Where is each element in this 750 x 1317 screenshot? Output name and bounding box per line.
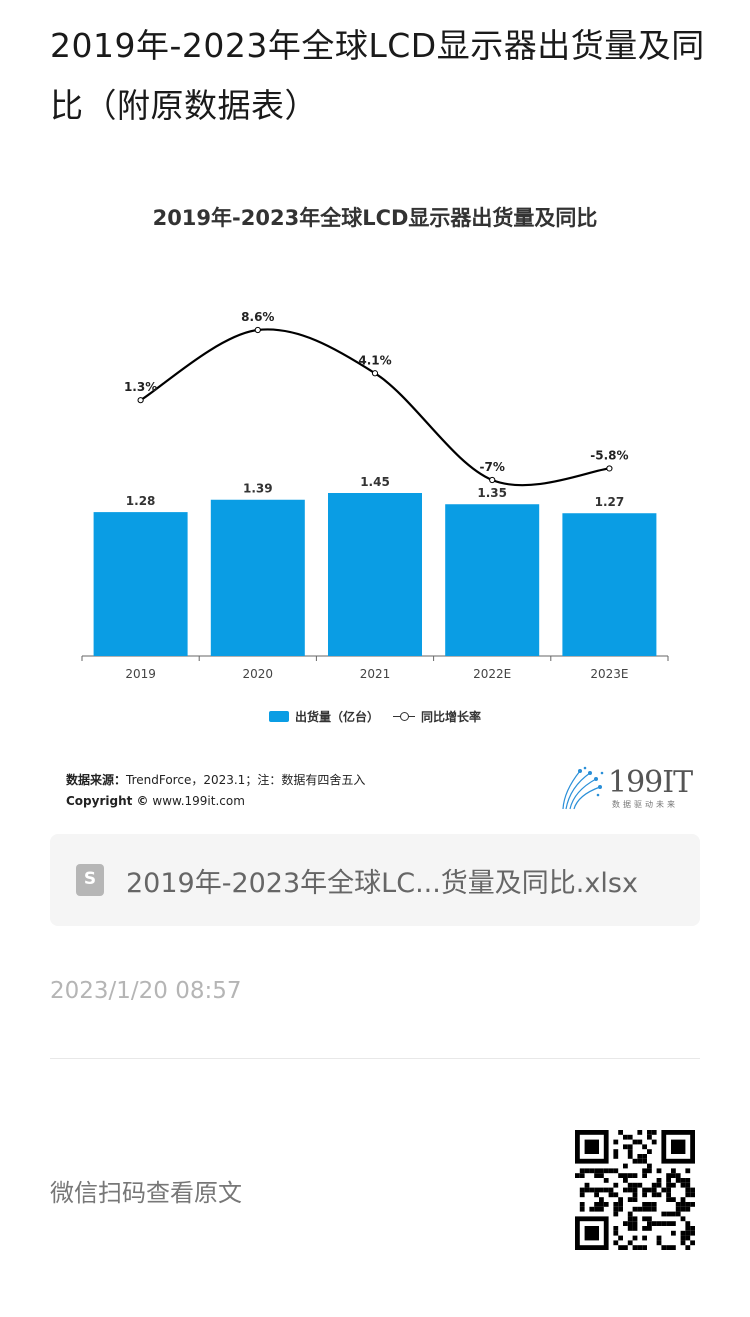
bar-2022E [445,504,540,656]
brand-logo-icon [562,766,604,810]
legend-bar-label: 出货量（亿台） [294,710,379,724]
bar-data-label: 1.45 [360,475,390,489]
growth-point-2019 [137,397,144,404]
qr-code[interactable] [575,1130,695,1250]
brand-name: 199IT [608,765,693,800]
growth-data-label: 8.6% [241,310,274,324]
brand-tagline: 数据驱动未来 [612,800,678,809]
bar-2020 [210,499,305,656]
bar-2019 [93,512,188,656]
growth-point-2021 [371,370,379,377]
spreadsheet-icon [76,864,104,896]
bar-data-label: 1.35 [477,486,507,500]
growth-data-label: 1.3% [124,380,157,394]
legend-item-growth: 同比增长率 [393,708,481,725]
growth-point-2022E [489,476,496,484]
bar-2021 [328,493,422,656]
chart-title: 2019年-2023年全球LCD显示器出货量及同比 [152,206,598,230]
chart-card: 1.28 2019 1.39 2020 1.45 2021 1.35 2022E 1.27 202… [50,180,700,820]
legend-line-label: 同比增长率 [421,710,482,724]
brand-logo: 199IT 数据驱动未来 [560,765,693,815]
x-tick-label: 2021 [360,667,391,681]
scan-prompt: 微信扫码查看原文 [50,1179,242,1207]
bar-2023E [562,513,657,656]
attachment-file-name: 2019年-2023年全球LC...货量及同比.xlsx [126,867,638,899]
chart-plot: 1.28 2019 1.39 2020 1.45 2021 1.35 2022E 1.27 202… [81,310,669,681]
page-title: 2019年-2023年全球LCD显示器出货量及同比（附原数据表） [50,26,705,125]
x-tick-label: 2019 [125,667,156,681]
copyright-label: Copyright © [66,794,149,808]
growth-data-label: -5.8% [590,448,628,462]
source-text: TrendForce，2023.1；注：数据有四舍五入 [126,773,366,787]
legend-line-swatch [393,711,415,722]
bar-data-label: 1.27 [595,495,625,509]
x-tick-label: 2022E [473,667,511,681]
x-tick-label: 2023E [590,667,628,681]
growth-point-2023E [606,465,613,472]
growth-point-2020 [254,326,261,334]
bar-data-label: 1.28 [126,494,156,508]
growth-data-label: 4.1% [358,353,391,367]
legend-bar-swatch [268,711,289,722]
chart-source: 数据来源：TrendForce，2023.1；注：数据有四舍五入 Copyrig… [66,770,365,812]
post-timestamp: 2023/1/20 08:57 [50,978,242,1004]
growth-data-label: -7% [480,460,505,474]
x-tick-label: 2020 [243,667,274,681]
attachment-card[interactable]: 2019年-2023年全球LC...货量及同比.xlsx [50,834,700,926]
legend-item-shipments: 出货量（亿台） [268,708,379,725]
copyright-text: www.199it.com [152,794,245,808]
chart-legend: 出货量（亿台） 同比增长率 [50,708,700,725]
divider [50,1058,700,1059]
bar-data-label: 1.39 [243,482,273,496]
source-label: 数据来源： [66,773,127,787]
